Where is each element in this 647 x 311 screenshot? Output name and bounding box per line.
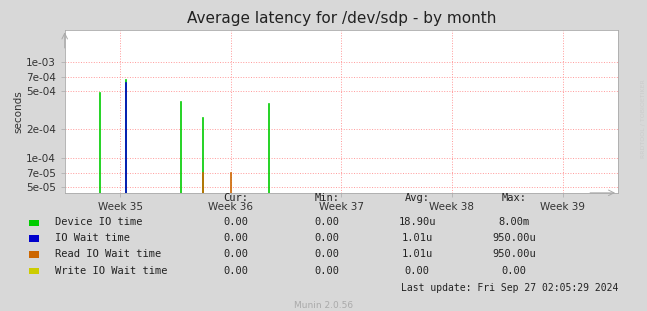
Text: 950.00u: 950.00u xyxy=(492,233,536,243)
Text: 0.00: 0.00 xyxy=(502,266,527,276)
Text: 0.00: 0.00 xyxy=(314,217,339,227)
Text: Read IO Wait time: Read IO Wait time xyxy=(55,249,161,259)
Text: 0.00: 0.00 xyxy=(224,249,248,259)
Text: 0.00: 0.00 xyxy=(314,233,339,243)
Text: 950.00u: 950.00u xyxy=(492,249,536,259)
Text: 0.00: 0.00 xyxy=(405,266,430,276)
Text: Munin 2.0.56: Munin 2.0.56 xyxy=(294,301,353,310)
Text: 0.00: 0.00 xyxy=(224,217,248,227)
Text: Min:: Min: xyxy=(314,193,339,202)
Text: 8.00m: 8.00m xyxy=(499,217,530,227)
Text: IO Wait time: IO Wait time xyxy=(55,233,130,243)
Text: Write IO Wait time: Write IO Wait time xyxy=(55,266,168,276)
Text: 18.90u: 18.90u xyxy=(399,217,436,227)
Text: 0.00: 0.00 xyxy=(224,266,248,276)
Text: Avg:: Avg: xyxy=(405,193,430,202)
Text: 1.01u: 1.01u xyxy=(402,249,433,259)
Text: Cur:: Cur: xyxy=(224,193,248,202)
Text: 1.01u: 1.01u xyxy=(402,233,433,243)
Title: Average latency for /dev/sdp - by month: Average latency for /dev/sdp - by month xyxy=(186,11,496,26)
Text: RRDTOOL / TOBIOETIKER: RRDTOOL / TOBIOETIKER xyxy=(641,79,646,158)
Text: Max:: Max: xyxy=(502,193,527,202)
Y-axis label: seconds: seconds xyxy=(13,90,23,132)
Text: Last update: Fri Sep 27 02:05:29 2024: Last update: Fri Sep 27 02:05:29 2024 xyxy=(401,283,619,293)
Text: 0.00: 0.00 xyxy=(224,233,248,243)
Text: 0.00: 0.00 xyxy=(314,266,339,276)
Text: 0.00: 0.00 xyxy=(314,249,339,259)
Text: Device IO time: Device IO time xyxy=(55,217,142,227)
